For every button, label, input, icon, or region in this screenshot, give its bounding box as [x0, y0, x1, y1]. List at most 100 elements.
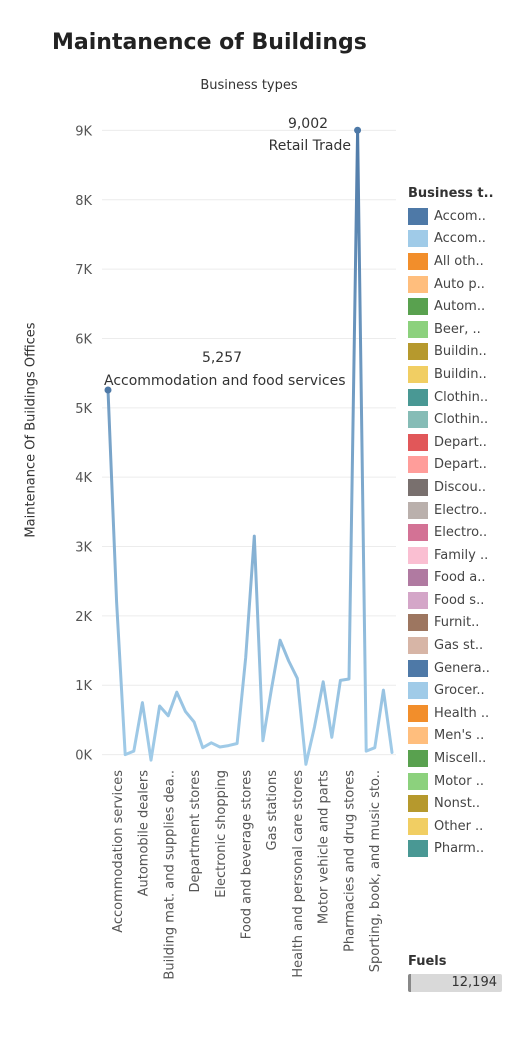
x-tick-label: Pharmacies and drug stores [342, 770, 357, 952]
legend-item[interactable]: Buildin.. [408, 341, 516, 364]
legend-label: Discou.. [434, 479, 486, 495]
legend-item[interactable]: Grocer.. [408, 679, 516, 702]
legend-swatch [408, 682, 428, 700]
legend-item[interactable]: Furnit.. [408, 612, 516, 635]
legend-swatch [408, 252, 428, 270]
legend-items: Accom.. Accom.. All oth.. Auto p.. Autom.. Be… [408, 205, 516, 860]
legend-swatch [408, 750, 428, 768]
legend-label: Food s.. [434, 592, 485, 608]
legend-swatch [408, 546, 428, 564]
legend-label: Auto p.. [434, 276, 485, 292]
x-tick-label: Electronic shopping [214, 770, 229, 898]
data-point [104, 386, 112, 394]
legend-item[interactable]: Auto p.. [408, 273, 516, 296]
legend-swatch [408, 569, 428, 587]
legend-swatch [408, 343, 428, 361]
legend-label: Family .. [434, 547, 489, 563]
legend-label: Autom.. [434, 299, 486, 315]
legend-swatch [408, 795, 428, 813]
legend-swatch [408, 501, 428, 519]
legend-swatch [408, 478, 428, 496]
legend-item[interactable]: Other .. [408, 815, 516, 838]
legend-label: Genera.. [434, 660, 490, 676]
x-tick-label: Health and personal care stores [291, 770, 306, 978]
legend-item[interactable]: Health .. [408, 702, 516, 725]
legend-label: Food a.. [434, 570, 486, 586]
legend-swatch [408, 207, 428, 225]
legend-label: Accom.. [434, 231, 486, 247]
legend-item[interactable]: Electro.. [408, 499, 516, 522]
legend-item[interactable]: Motor .. [408, 770, 516, 793]
legend-item[interactable]: Electro.. [408, 521, 516, 544]
y-tick-label: 6K [75, 332, 92, 347]
legend-item[interactable]: Depart.. [408, 431, 516, 454]
annotation-value: 9,002 [288, 116, 328, 132]
legend-swatch [408, 614, 428, 632]
legend-item[interactable]: Men's .. [408, 725, 516, 748]
legend-item[interactable]: Clothin.. [408, 386, 516, 409]
annotation-label: Accommodation and food services [104, 373, 346, 389]
data-point [354, 126, 362, 134]
legend-item[interactable]: Beer, .. [408, 318, 516, 341]
legend-swatch [408, 840, 428, 858]
legend-swatch [408, 298, 428, 316]
legend-label: Health .. [434, 705, 490, 721]
legend-swatch [408, 456, 428, 474]
legend-label: Pharm.. [434, 841, 485, 857]
legend-item[interactable]: Pharm.. [408, 838, 516, 861]
legend-swatch [408, 704, 428, 722]
legend-item[interactable]: All oth.. [408, 250, 516, 273]
legend-item[interactable]: Accom.. [408, 228, 516, 251]
x-tick-label: Motor vehicle and parts [317, 770, 332, 924]
annotation-label: Retail Trade [269, 138, 351, 154]
legend-label: Furnit.. [434, 615, 480, 631]
legend-label: Other .. [434, 818, 484, 834]
legend-label: Clothin.. [434, 389, 489, 405]
legend-swatch [408, 817, 428, 835]
x-tick-label: Department stores [188, 770, 203, 893]
series-line [106, 128, 394, 766]
y-tick-label: 7K [75, 263, 92, 278]
annotation-value: 5,257 [202, 350, 242, 366]
legend-swatch [408, 388, 428, 406]
legend-label: Gas st.. [434, 638, 484, 654]
legend-item[interactable]: Miscell.. [408, 747, 516, 770]
legend-item[interactable]: Gas st.. [408, 634, 516, 657]
legend-title: Business t.. [408, 186, 494, 201]
legend-item[interactable]: Genera.. [408, 657, 516, 680]
legend-swatch [408, 230, 428, 248]
legend-label: Accom.. [434, 208, 486, 224]
legend-swatch [408, 659, 428, 677]
legend-item[interactable]: Nonst.. [408, 792, 516, 815]
legend-item[interactable]: Depart.. [408, 454, 516, 477]
legend-item[interactable]: Food a.. [408, 567, 516, 590]
y-tick-label: 8K [75, 194, 92, 209]
legend-label: All oth.. [434, 253, 484, 269]
legend-swatch [408, 365, 428, 383]
legend-item[interactable]: Accom.. [408, 205, 516, 228]
legend-label: Men's .. [434, 728, 485, 744]
legend-label: Grocer.. [434, 683, 485, 699]
legend-swatch [408, 275, 428, 293]
legend-swatch [408, 320, 428, 338]
legend-item[interactable]: Clothin.. [408, 408, 516, 431]
legend-item[interactable]: Food s.. [408, 589, 516, 612]
legend-item[interactable]: Autom.. [408, 295, 516, 318]
y-tick-label: 3K [75, 541, 92, 556]
y-tick-label: 5K [75, 402, 92, 417]
y-tick-label: 1K [75, 679, 92, 694]
legend-swatch [408, 727, 428, 745]
legend-item[interactable]: Family .. [408, 544, 516, 567]
legend-swatch [408, 433, 428, 451]
chart-subtitle: Business types [200, 78, 298, 93]
legend-item[interactable]: Discou.. [408, 476, 516, 499]
y-tick-label: 0K [75, 749, 92, 764]
y-tick-label: 2K [75, 610, 92, 625]
x-tick-label: Accommodation services [111, 770, 126, 933]
legend-swatch [408, 637, 428, 655]
legend-label: Depart.. [434, 434, 487, 450]
x-tick-label: Automobile dealers [137, 770, 152, 897]
chart-title: Maintanence of Buildings [52, 30, 367, 55]
legend-item[interactable]: Buildin.. [408, 363, 516, 386]
fuels-slider[interactable]: 12,194 [408, 974, 502, 992]
